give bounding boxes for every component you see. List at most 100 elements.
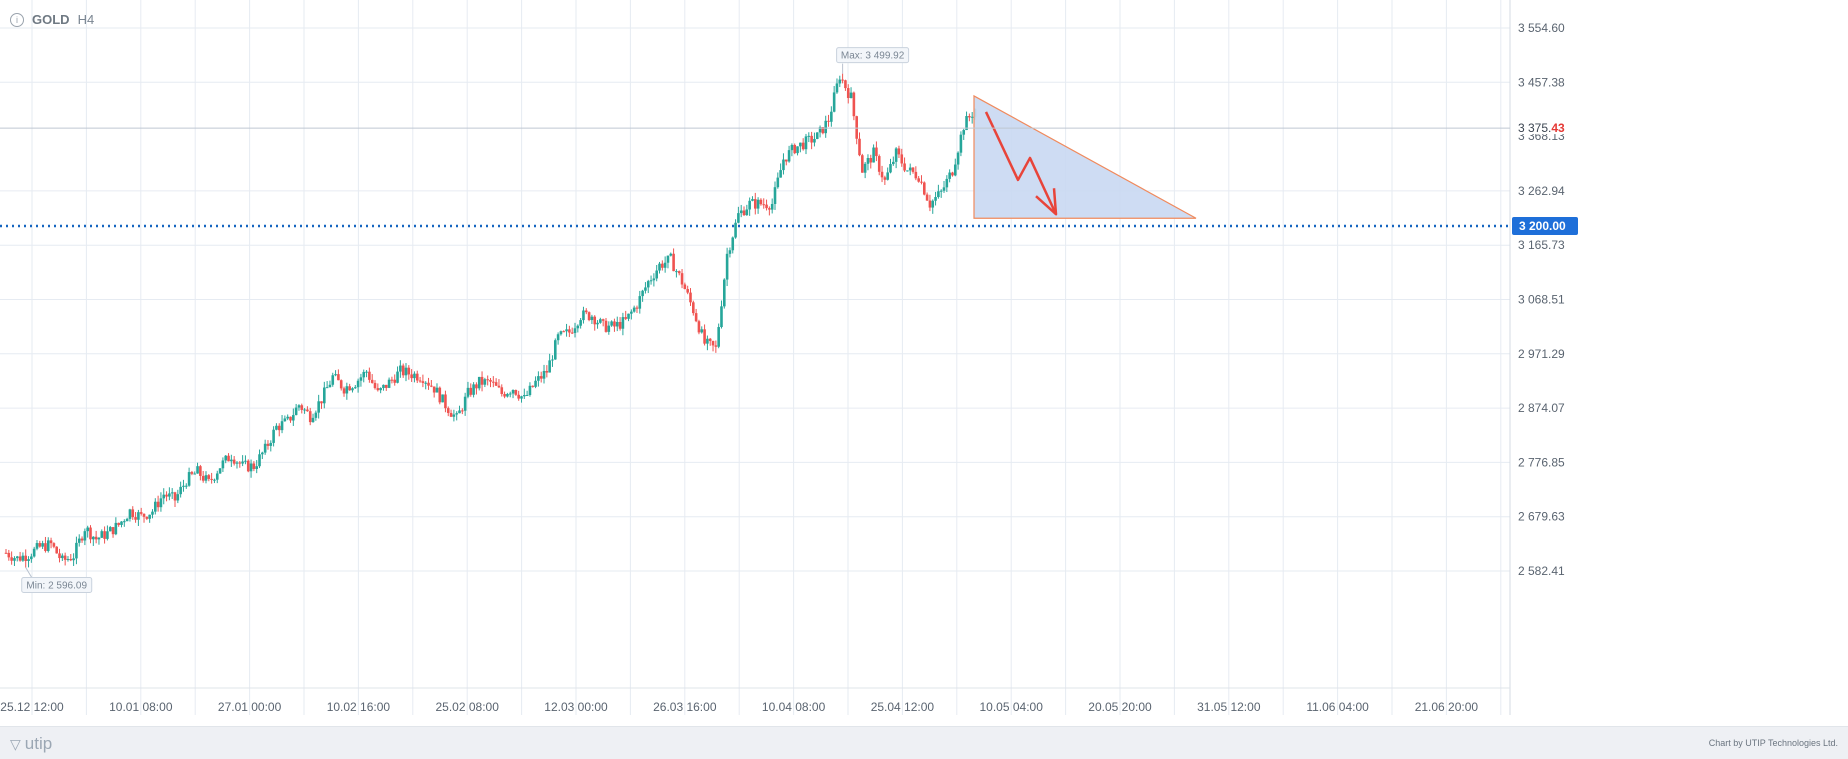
candle-body (959, 134, 963, 153)
candle-body (841, 79, 844, 81)
candle-body (458, 410, 461, 414)
candle-body (58, 553, 61, 559)
candle-body (46, 540, 50, 551)
info-icon[interactable]: i (10, 12, 24, 27)
candle-body (934, 197, 937, 201)
candle-body (784, 159, 788, 162)
candle-body (700, 329, 704, 333)
x-tick-label: 27.01 00:00 (218, 700, 282, 714)
candle-body (818, 127, 822, 133)
candle-body (641, 290, 644, 297)
candle-body (503, 393, 506, 397)
candle-body (630, 311, 633, 314)
candle-body (187, 472, 191, 486)
candle-body (323, 387, 326, 404)
candle-body (24, 555, 28, 561)
price-axis[interactable]: 3 554.60 3 457.38 3 262.94 3 165.73 3 068.51… (1509, 0, 1583, 715)
candle-body (44, 543, 47, 551)
candle-body (15, 556, 19, 559)
current-price-label: 3 375.43 (1518, 121, 1565, 135)
candle-body (768, 208, 771, 210)
candle-body (63, 555, 67, 560)
candle-body (953, 164, 957, 176)
candle-body (125, 518, 129, 522)
candle-body (215, 473, 219, 480)
candle-body (739, 210, 743, 214)
candle-body (745, 209, 749, 216)
y-tick-label: 2 971.29 (1518, 347, 1565, 361)
candle-body (965, 116, 968, 131)
candle-body (615, 321, 619, 327)
x-tick-label: 12.03 00:00 (544, 700, 608, 714)
candle-body (77, 538, 81, 543)
candle-body (582, 310, 585, 321)
candle-body (669, 253, 673, 256)
candle-body (590, 316, 594, 321)
candle-body (908, 167, 912, 171)
candle-body (69, 558, 73, 561)
candle-body (345, 386, 349, 394)
candle-body (635, 307, 639, 309)
candle-body (145, 516, 149, 519)
candle-body (111, 527, 115, 535)
candle-body (41, 543, 44, 547)
time-axis[interactable]: 25.12 12:00 10.01 08:00 27.01 00:00 10.02 1… (0, 687, 1510, 714)
candle-body (500, 387, 504, 394)
candle-body (618, 321, 622, 329)
candle-body (399, 365, 402, 372)
candle-body (134, 517, 137, 520)
candle-body (917, 178, 920, 182)
candle-body (883, 177, 887, 180)
candle-body (587, 312, 591, 321)
candle-body (579, 320, 582, 326)
candle-body (190, 472, 194, 474)
candle-body (661, 263, 664, 268)
candle-body (970, 116, 974, 118)
level-price-label: 3 200.00 (1519, 219, 1566, 233)
candle-body (553, 340, 557, 360)
candle-body (793, 144, 797, 154)
candle-body (139, 512, 143, 514)
candle-body (759, 199, 763, 205)
candle-body (663, 262, 667, 268)
candle-body (942, 187, 946, 191)
symbol-header[interactable]: i GOLD H4 (10, 12, 94, 27)
candle-body (838, 79, 842, 84)
candle-body (475, 384, 478, 389)
candle-body (565, 329, 568, 332)
timeframe-label[interactable]: H4 (77, 12, 95, 27)
candle-body (80, 538, 84, 541)
candle-body (708, 338, 712, 342)
candle-body (937, 191, 940, 198)
candle-body (539, 376, 543, 379)
candle-body (722, 279, 726, 307)
candle-body (601, 319, 605, 321)
candle-body (720, 306, 723, 328)
candle-body (737, 213, 740, 223)
candle-body (75, 542, 78, 559)
candle-body (238, 462, 242, 464)
drawing-tools[interactable] (0, 94, 1510, 228)
candle-body (117, 522, 120, 525)
candle-body (151, 511, 154, 515)
candle-body (962, 130, 966, 135)
price-chart[interactable]: 3 554.60 3 457.38 3 262.94 3 165.73 3 068.51… (0, 0, 1848, 727)
y-tick-label: 2 776.85 (1518, 455, 1565, 469)
candle-body (300, 405, 304, 410)
candle-body (142, 513, 146, 517)
candle-body (184, 485, 188, 487)
candle-body (624, 317, 628, 319)
candle-body (337, 374, 340, 381)
candle-body (427, 382, 430, 386)
candle-body (266, 443, 270, 446)
annotations: Max: 3 499.92 Min: 2 596.09 (0, 47, 1510, 593)
candle-body (903, 163, 906, 171)
candle-body (489, 379, 492, 382)
candle-body (432, 386, 436, 393)
candle-body (334, 374, 337, 376)
candle-body (765, 204, 768, 209)
grid (0, 0, 1510, 715)
min-label: Min: 2 596.09 (26, 580, 87, 591)
candle-body (424, 382, 428, 384)
candle-body (480, 376, 484, 385)
